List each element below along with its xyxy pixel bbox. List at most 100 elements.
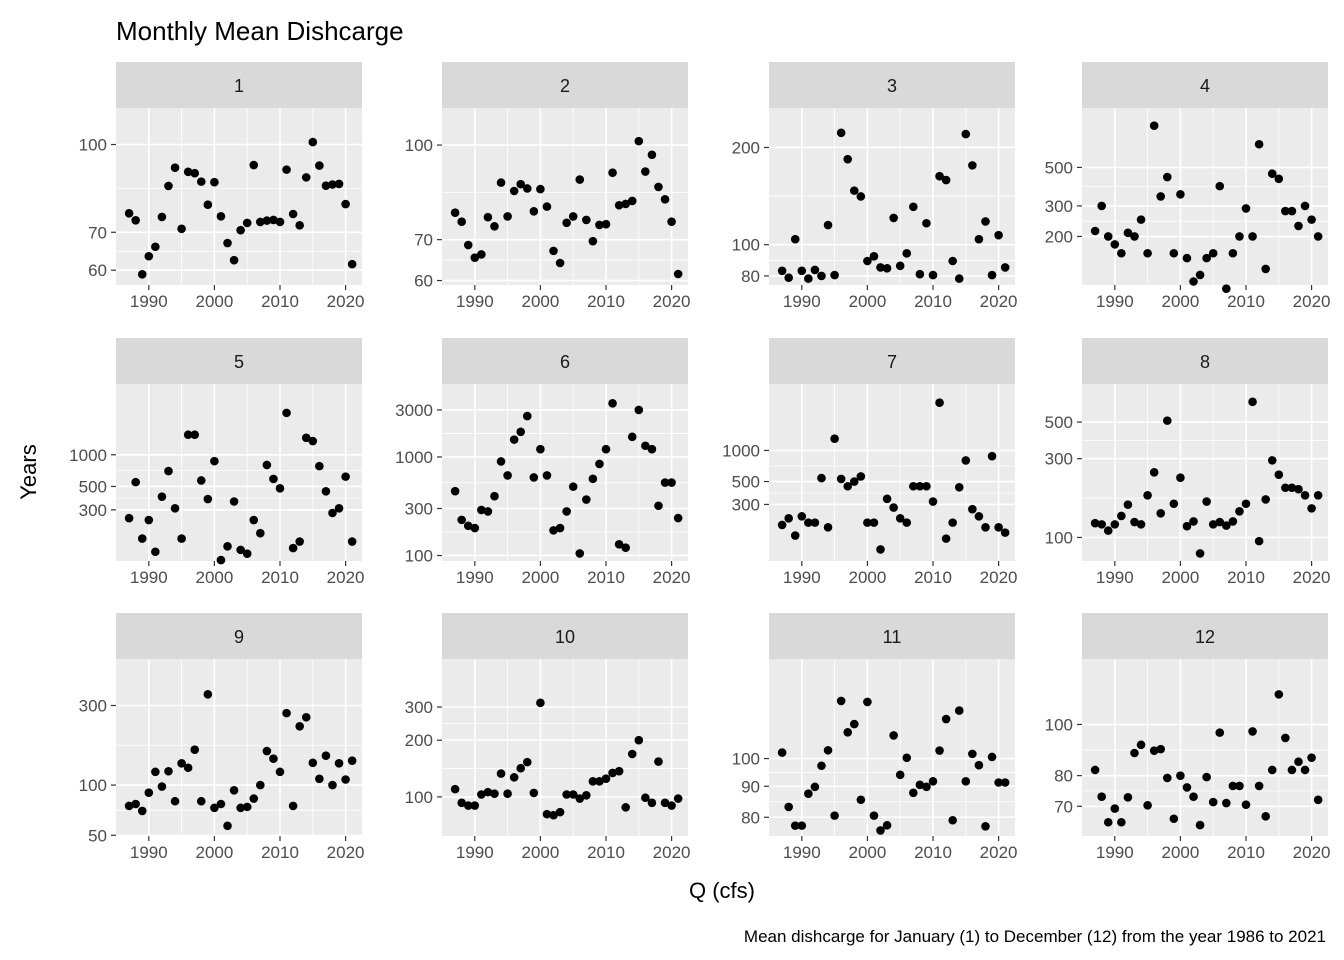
panel-background [116,108,362,285]
data-point [328,508,337,518]
data-point [856,472,866,481]
data-point [470,523,480,533]
data-point [236,225,245,235]
data-point [790,531,800,540]
data-point [347,259,357,269]
data-point [503,212,512,221]
data-point [463,240,473,250]
data-point [1228,781,1238,791]
panel-background [769,384,1015,561]
data-point [876,545,885,554]
data-point [450,784,460,794]
x-tick-label: 1990 [1096,568,1134,587]
data-point [621,803,630,812]
data-point [509,435,519,444]
data-point [817,761,826,771]
data-point [1097,201,1106,211]
data-point [490,222,499,231]
data-point [895,514,905,523]
data-point [282,708,291,718]
data-point [1228,517,1238,526]
x-tick-label: 1990 [130,843,168,862]
data-point [849,719,859,729]
data-point [1294,221,1303,231]
data-point [1149,746,1159,755]
y-tick-label: 200 [405,731,433,750]
data-point [1248,727,1257,736]
data-point [256,780,265,790]
data-point [804,274,813,283]
data-point [595,459,604,469]
data-point [1281,483,1290,493]
data-point [882,820,892,830]
data-point [490,491,499,501]
data-point [797,821,807,830]
y-tick-label: 200 [1045,227,1073,246]
data-point [137,270,147,279]
data-point [856,795,866,805]
data-point [869,518,879,527]
data-point [542,202,552,211]
y-tick-label: 200 [732,138,760,157]
data-point [804,518,813,527]
data-point [777,520,787,530]
data-point [987,752,997,762]
data-point [673,269,683,279]
data-point [1176,189,1185,199]
data-point [1169,814,1179,824]
facet-panel: 7 1990 2000 2010 2020 300 500 1000 [722,338,1018,587]
facet-strip [116,613,362,659]
data-point [542,809,552,819]
data-point [256,217,265,227]
x-tick-label: 1990 [456,843,494,862]
facet-strip [1082,613,1328,659]
data-point [483,787,493,797]
x-tick-label: 2020 [327,843,365,862]
data-point [177,224,186,234]
y-tick-label: 50 [88,826,107,845]
data-point [922,481,931,491]
data-point [216,799,226,809]
data-point [1123,792,1133,802]
data-point [477,250,486,259]
data-point [196,177,206,186]
data-point [1294,757,1303,767]
data-point [863,256,872,266]
data-point [477,505,486,515]
data-point [1000,263,1010,272]
data-point [928,497,938,506]
x-tick-label: 2010 [261,568,299,587]
x-tick-label: 1990 [1096,843,1134,862]
x-axis-title: Q (cfs) [689,878,755,903]
data-point [190,745,200,754]
data-point [516,427,526,437]
data-point [1222,521,1231,530]
data-point [131,215,140,225]
facet-panel: 8 1990 2000 2010 2020 100 300 500 [1045,338,1331,587]
facet-strip-label: 12 [1195,627,1215,647]
data-point [477,790,486,799]
x-tick-label: 2020 [653,568,691,587]
data-point [203,200,213,210]
data-point [1162,773,1172,783]
y-tick-label: 80 [1054,767,1073,786]
y-tick-label: 500 [732,473,760,492]
data-point [275,484,285,493]
data-point [190,430,200,440]
data-point [1254,781,1264,791]
y-tick-label: 70 [1054,797,1073,816]
data-point [1130,517,1139,527]
data-point [1267,456,1277,465]
data-point [236,545,245,555]
facet-strip [1082,62,1328,108]
data-point [974,234,984,244]
data-point [863,518,872,527]
data-point [968,504,977,514]
data-point [262,746,272,756]
data-point [1176,473,1185,483]
data-point [895,770,905,780]
y-tick-label: 1000 [69,446,107,465]
data-point [242,549,252,558]
data-point [935,398,944,407]
